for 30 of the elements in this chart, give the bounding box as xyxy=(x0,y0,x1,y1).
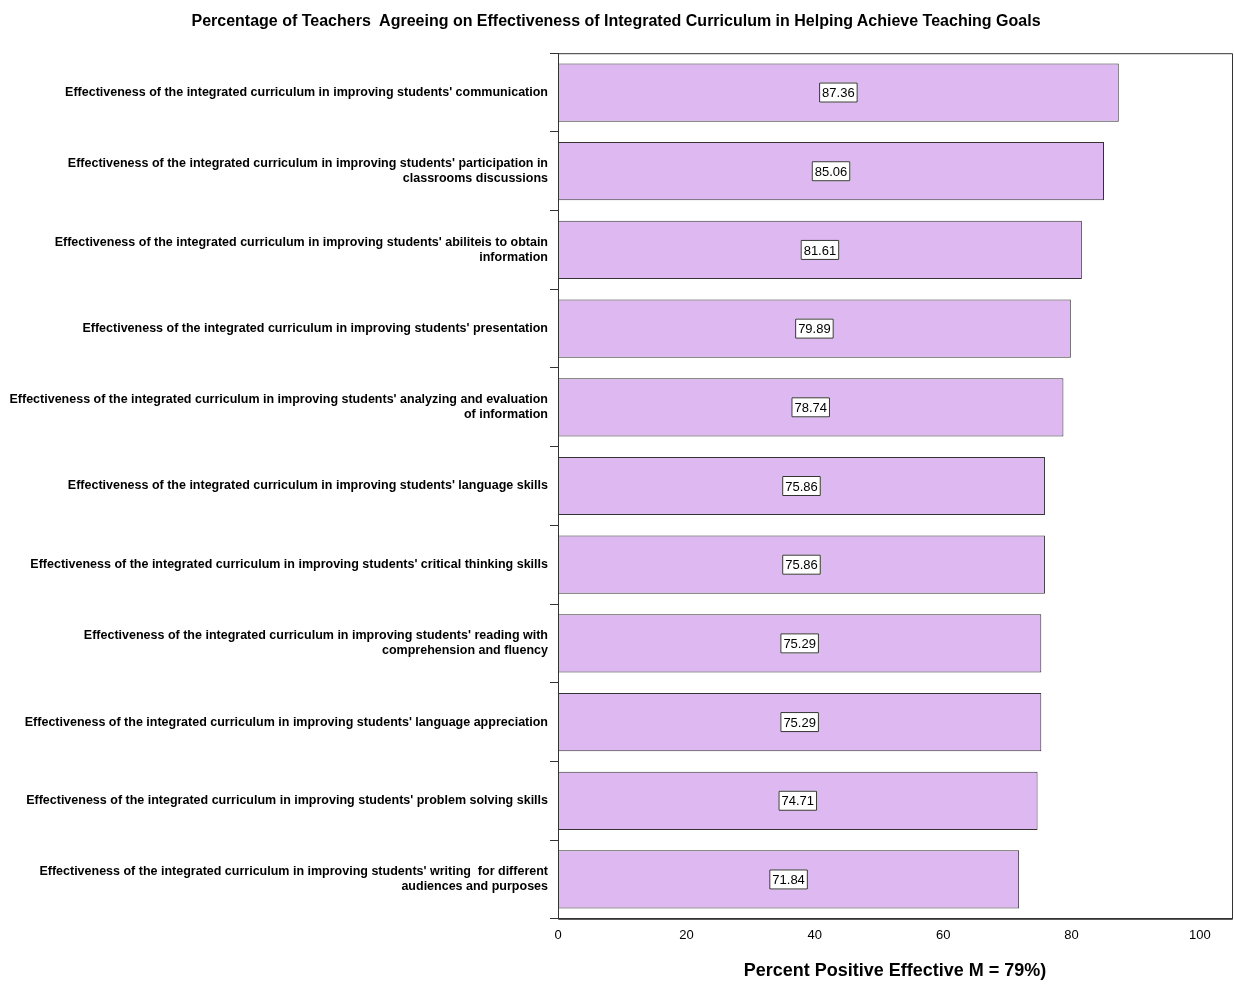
data-label: 87.36 xyxy=(822,85,855,101)
y-tick-label: Effectiveness of the integrated curriculum in improving students' participation in classrooms discussions xyxy=(67,156,549,186)
y-tick-label: Effectiveness of the integrated curriculum in improving students' writing for different audiences and purposes xyxy=(39,864,549,894)
y-tick-label: Effectiveness of the integrated curriculum in improving students' language skills xyxy=(67,478,549,493)
y-tick-label: Effectiveness of the integrated curriculum in improving students' abiliteis to obtain information xyxy=(54,234,548,264)
x-tick-label: 80 xyxy=(1064,927,1079,943)
data-label: 71.84 xyxy=(772,872,805,888)
data-label: 75.86 xyxy=(785,478,818,494)
x-tick-label: 0 xyxy=(554,927,562,943)
data-label: 85.06 xyxy=(814,163,848,179)
y-tick-label: Effectiveness of the integrated curriculum in improving students' communication xyxy=(65,85,548,99)
data-label: 75.86 xyxy=(785,557,818,573)
x-axis-title: Percent Positive Effective M = 79%) xyxy=(743,960,1047,981)
x-tick-label: 40 xyxy=(807,927,822,943)
y-tick-label: Effectiveness of the integrated curriculum in improving students' reading with comprehension and fluency xyxy=(83,628,549,658)
data-label: 75.29 xyxy=(783,714,816,730)
x-tick-label: 20 xyxy=(679,927,694,943)
y-tick-label: Effectiveness of the integrated curriculum in improving students' language appreciation xyxy=(24,714,548,729)
data-label: 78.74 xyxy=(794,399,827,415)
x-tick-label: 100 xyxy=(1189,927,1211,943)
y-tick-label: Effectiveness of the integrated curriculum in improving students' presentation xyxy=(82,321,548,336)
data-label: 74.71 xyxy=(781,793,815,809)
y-tick-label: Effectiveness of the integrated curriculum in improving students' problem solving skills xyxy=(26,793,549,808)
chart-title: Percentage of Teachers Agreeing on Effectiveness of Integrated Curriculum in Helping Achieve Teaching Goals xyxy=(191,12,1041,30)
data-label: 75.29 xyxy=(783,635,816,651)
data-label: 79.89 xyxy=(798,321,831,337)
data-label: 81.61 xyxy=(803,242,837,258)
y-tick-label: Effectiveness of the integrated curriculum in improving students' analyzing and evaluation of information xyxy=(9,392,548,422)
x-tick-label: 60 xyxy=(935,927,951,943)
y-tick-label: Effectiveness of the integrated curriculum in improving students' critical thinking skills xyxy=(30,557,549,572)
